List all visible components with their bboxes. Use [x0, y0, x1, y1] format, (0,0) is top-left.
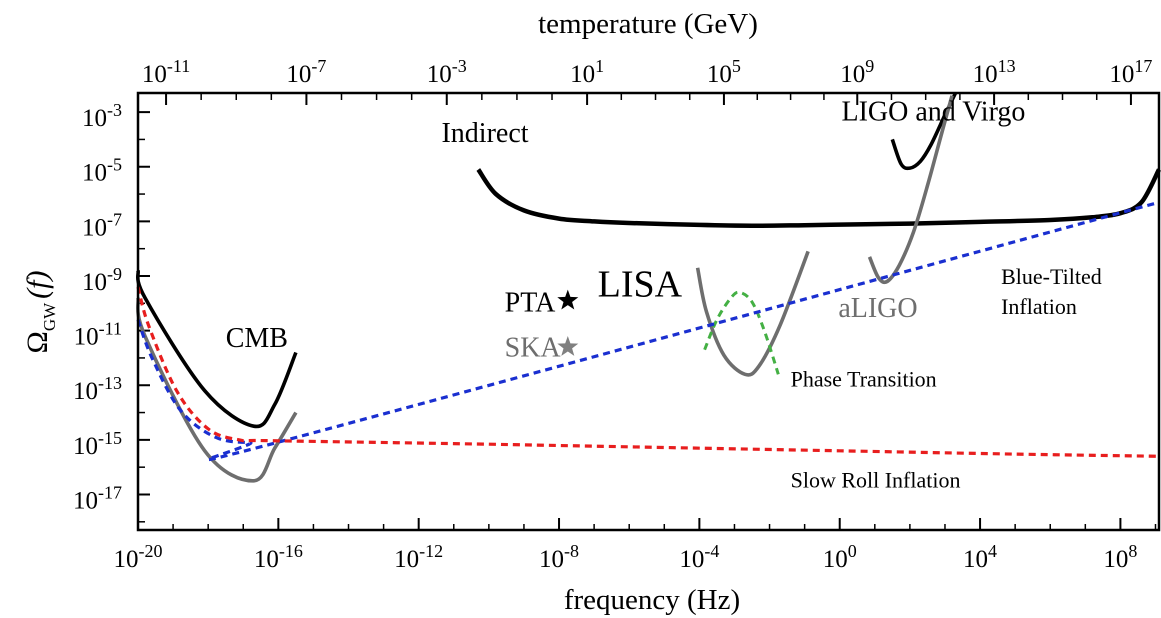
slow-roll-label: Slow Roll Inflation [791, 468, 961, 493]
top-tick-label: 10-11 [142, 56, 190, 88]
x-tick-label: 10-20 [114, 541, 163, 573]
top-tick-label: 1017 [1109, 56, 1152, 88]
indirect-curve [476, 168, 1161, 228]
aligo-label: aLIGO [838, 293, 917, 324]
x-tick-label: 108 [1103, 541, 1137, 573]
plot-area-frame [136, 91, 1161, 532]
pta-label: PTA [505, 288, 556, 319]
y-tick-label: 10-11 [74, 319, 122, 351]
top-axis-label: temperature (GeV) [538, 8, 758, 40]
y-axis-label: ΩGW (f) [21, 271, 59, 354]
y-tick-label: 10-3 [82, 100, 122, 132]
blue-tilted-1-label: Blue-Tilted [1001, 264, 1102, 289]
y-tick-label: 10-9 [82, 264, 122, 296]
x-axis-label: frequency (Hz) [564, 584, 740, 616]
phase-transition-label: Phase Transition [791, 367, 937, 392]
y-tick-label: 10-7 [82, 209, 122, 241]
pta-star-marker [557, 289, 579, 310]
top-tick-label: 1013 [973, 56, 1016, 88]
y-tick-label: 10-17 [73, 482, 122, 514]
y-tick-label: 10-15 [73, 428, 122, 460]
top-tick-label: 109 [840, 56, 874, 88]
x-tick-label: 10-12 [394, 541, 443, 573]
lisa-curve [695, 250, 810, 377]
cmb-curve [135, 270, 298, 429]
top-tick-label: 105 [707, 56, 741, 88]
slow-roll-inflation-curve [136, 286, 1160, 458]
aligo-curve [867, 95, 954, 285]
y-axis-label-symbol: Ω [21, 331, 54, 353]
x-tick-label: 100 [823, 541, 857, 573]
ska-label: SKA [505, 333, 562, 364]
y-axis-label-argument: (f) [21, 271, 54, 299]
lisa-label: LISA [598, 263, 683, 305]
y-tick-label: 10-5 [82, 155, 122, 187]
x-tick-label: 10-8 [539, 541, 579, 573]
cmb-label: CMB [226, 323, 288, 354]
ligo-virgo-label: LIGO and Virgo [841, 96, 1025, 127]
annotations: CMB Indirect LIGO and Virgo LISA aLIGO PTA SKA… [226, 96, 1102, 492]
y-tick-label: 10-13 [73, 373, 122, 405]
blue-tilted-2-label: Inflation [1001, 294, 1077, 319]
markers [557, 289, 579, 356]
x-tick-label: 10-16 [254, 541, 303, 573]
axis-ticks: 10-20 10-16 10-12 10-8 10-4 100 104 108 10-3 10-5… [73, 56, 1157, 573]
blue-tilted-inflation-curve [136, 200, 1160, 462]
ska-star-marker [557, 336, 579, 356]
x-tick-label: 10-4 [679, 541, 719, 573]
x-tick-label: 104 [963, 541, 997, 573]
top-tick-label: 101 [570, 56, 604, 88]
curves [135, 92, 1161, 483]
indirect-label: Indirect [441, 118, 528, 149]
y-axis-label-subscript: GW [40, 302, 59, 331]
phase-transition-curve [703, 290, 780, 375]
svg-text:ΩGW(f): ΩGW (f) [21, 271, 59, 354]
top-tick-label: 10-7 [286, 56, 326, 88]
top-tick-label: 10-3 [427, 56, 467, 88]
